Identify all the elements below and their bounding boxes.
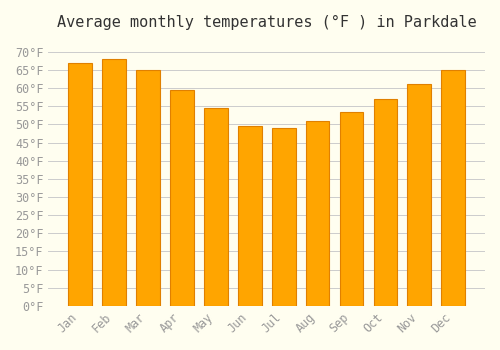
- Bar: [442, 70, 465, 306]
- Bar: [68, 63, 92, 306]
- Bar: [340, 112, 363, 306]
- Bar: [170, 90, 194, 306]
- Bar: [102, 59, 126, 306]
- Bar: [204, 108, 228, 306]
- Bar: [238, 126, 262, 306]
- Bar: [374, 99, 398, 306]
- Bar: [272, 128, 295, 306]
- Bar: [306, 121, 330, 306]
- Bar: [136, 70, 160, 306]
- Title: Average monthly temperatures (°F ) in Parkdale: Average monthly temperatures (°F ) in Pa…: [57, 15, 476, 30]
- Bar: [408, 84, 431, 306]
